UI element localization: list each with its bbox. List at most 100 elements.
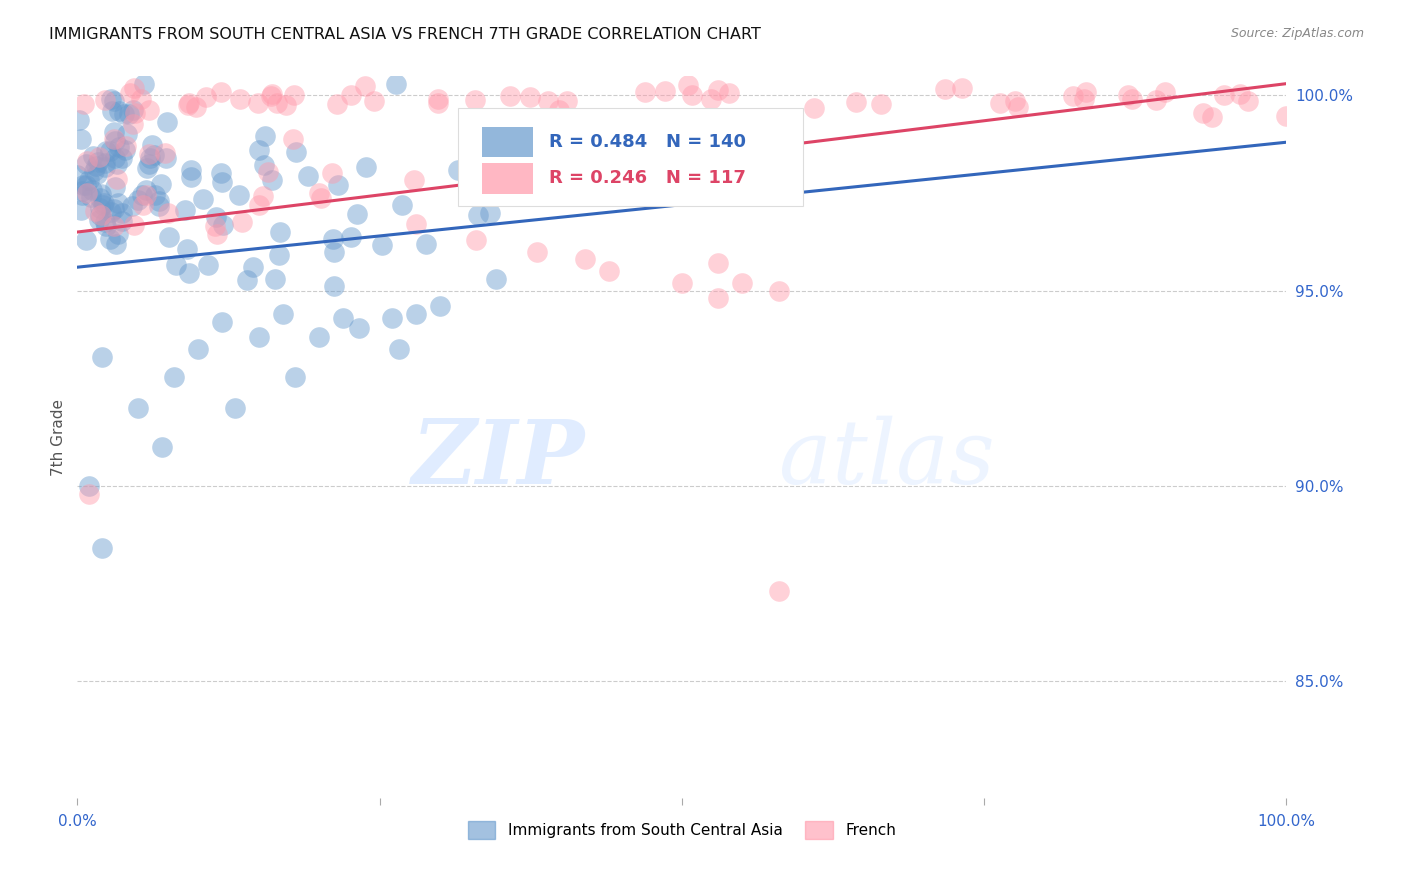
Point [118, 86, 141, 100]
Y-axis label: 7th Grade: 7th Grade [51, 399, 66, 475]
Point [346, 207, 368, 221]
Point [93, 195, 115, 210]
Point [205, 227, 228, 241]
Point [257, 164, 280, 178]
Point [415, 237, 437, 252]
Point [405, 217, 427, 231]
Point [266, 95, 288, 110]
Point [308, 186, 330, 200]
Point [73, 96, 96, 111]
Point [94, 215, 117, 229]
Point [1274, 109, 1296, 123]
Point [654, 84, 676, 98]
Point [87, 154, 110, 169]
Point [870, 97, 893, 112]
Point [574, 252, 596, 267]
Point [429, 299, 451, 313]
Point [1154, 85, 1177, 99]
Point [349, 320, 371, 334]
Point [271, 307, 294, 321]
Point [1237, 94, 1260, 108]
Point [276, 97, 298, 112]
Point [86, 167, 108, 181]
Point [83, 164, 105, 178]
Point [101, 104, 124, 119]
Point [254, 129, 277, 144]
Point [111, 206, 134, 220]
Point [70, 132, 93, 146]
Point [115, 128, 138, 142]
Point [156, 115, 179, 129]
Point [163, 369, 186, 384]
Point [100, 92, 122, 106]
Point [427, 95, 450, 110]
Point [87, 212, 110, 227]
Point [598, 264, 620, 278]
Point [122, 81, 145, 95]
Point [127, 401, 149, 415]
Point [252, 189, 274, 203]
Point [519, 89, 541, 103]
Point [103, 219, 125, 233]
Point [260, 88, 283, 103]
Point [671, 276, 693, 290]
Point [89, 208, 111, 222]
Point [224, 401, 246, 415]
Point [98, 145, 121, 159]
Point [115, 139, 138, 153]
Point [246, 96, 269, 111]
Point [69, 203, 91, 218]
Point [247, 330, 270, 344]
Point [340, 229, 363, 244]
Point [87, 150, 110, 164]
Point [91, 198, 114, 212]
Point [75, 157, 97, 171]
Point [148, 199, 170, 213]
Point [281, 132, 304, 146]
Point [204, 219, 226, 233]
Point [537, 94, 560, 108]
Point [988, 95, 1011, 110]
Point [84, 159, 107, 173]
Point [768, 284, 790, 298]
Point [90, 208, 112, 222]
Point [89, 191, 111, 205]
Point [326, 96, 349, 111]
Point [176, 242, 198, 256]
Point [76, 153, 98, 168]
Point [707, 82, 730, 96]
Point [155, 152, 177, 166]
Point [499, 89, 522, 103]
Point [132, 198, 155, 212]
Legend: Immigrants from South Central Asia, French: Immigrants from South Central Asia, Fren… [461, 815, 903, 845]
FancyBboxPatch shape [482, 128, 533, 158]
Point [471, 112, 494, 127]
Point [465, 233, 488, 247]
Point [180, 170, 202, 185]
Point [107, 227, 129, 241]
Point [70, 184, 93, 198]
Point [381, 310, 404, 325]
Point [1144, 93, 1167, 107]
Point [148, 194, 170, 209]
Point [150, 440, 173, 454]
Point [211, 218, 233, 232]
Point [89, 201, 111, 215]
Point [108, 140, 131, 154]
Point [205, 210, 228, 224]
Point [75, 178, 97, 192]
Point [82, 148, 104, 162]
Point [177, 266, 200, 280]
Point [803, 101, 825, 115]
Point [114, 143, 136, 157]
Point [1213, 88, 1236, 103]
Point [718, 87, 741, 101]
Point [135, 183, 157, 197]
Point [269, 248, 291, 262]
Point [284, 369, 307, 384]
Point [768, 584, 790, 599]
Point [269, 225, 291, 239]
Point [485, 272, 508, 286]
Point [211, 175, 233, 189]
Point [143, 147, 166, 161]
